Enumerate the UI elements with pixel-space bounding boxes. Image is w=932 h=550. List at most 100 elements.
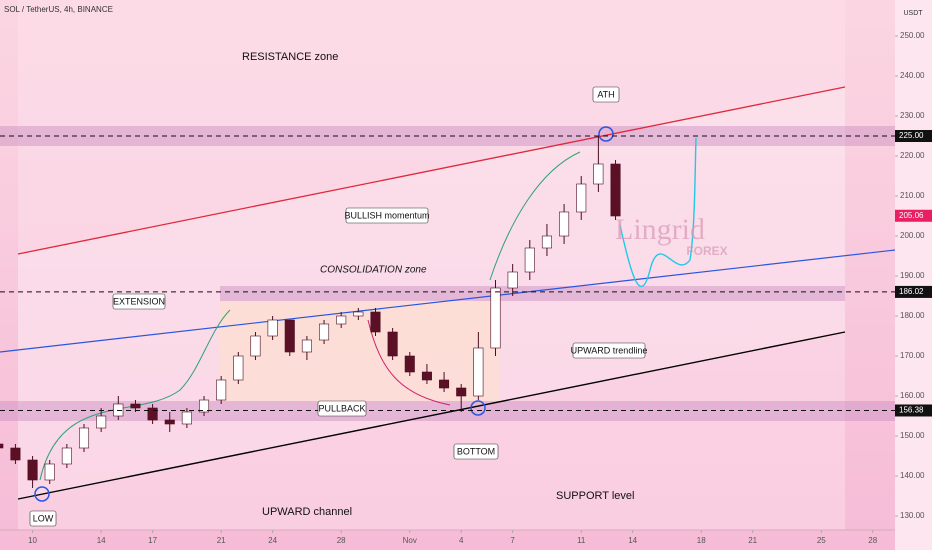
y-tick-label: 250.00 (900, 31, 925, 40)
circle (470, 400, 486, 416)
x-tick-label: 18 (697, 536, 706, 545)
candle-body (96, 415, 107, 429)
candle-body (319, 323, 330, 341)
candle-body (199, 399, 210, 413)
label-box (112, 293, 166, 310)
price-axis (895, 0, 932, 550)
resistance-line (17, 86, 846, 255)
candle-body (267, 319, 278, 337)
consolidation-band (220, 286, 845, 301)
y-tick-label: 160.00 (900, 391, 925, 400)
level-label: 186.02 (899, 287, 924, 296)
candle-body (27, 459, 38, 481)
x-tick-label: 4 (459, 536, 464, 545)
resistance-band (0, 126, 895, 146)
consolidation-box (220, 301, 500, 401)
level-label: 225.00 (899, 131, 924, 140)
candle-body (250, 335, 261, 357)
zone-area (18, 0, 845, 530)
candle-body (61, 447, 72, 465)
x-tick-label: 14 (628, 536, 637, 545)
x-tick-label: 25 (817, 536, 826, 545)
x-tick-label: Nov (403, 536, 417, 545)
trendline (0, 249, 896, 353)
label-box (317, 400, 367, 417)
candle-body (370, 311, 381, 333)
candle-body (610, 163, 621, 217)
candle-body (576, 183, 587, 213)
candle-body (490, 287, 501, 349)
y-tick-label: 140.00 (900, 471, 925, 480)
label-box (592, 86, 620, 103)
candle-body (439, 379, 450, 389)
candle-body (130, 403, 141, 409)
current-price-tag (895, 209, 932, 222)
candle-body (10, 447, 21, 461)
arrow (367, 319, 451, 406)
annotation: EXTENSION (113, 296, 165, 306)
level-tag (895, 404, 932, 417)
candle-body (0, 443, 4, 449)
annotation: BULLISH momentum (344, 210, 429, 220)
candle-body (353, 311, 364, 317)
x-tick-label: 21 (748, 536, 757, 545)
watermark: Lingrid (615, 213, 705, 246)
candle-body (593, 163, 604, 185)
annotation: UPWARD trendline (571, 345, 648, 355)
candle-body (336, 315, 347, 325)
candle-body (387, 331, 398, 357)
candle-body (507, 271, 518, 289)
candle-body (559, 211, 570, 237)
x-tick-label: 14 (97, 536, 106, 545)
x-tick-label: 24 (268, 536, 277, 545)
candle-body (473, 347, 484, 397)
level-label: 156.38 (899, 406, 924, 415)
x-tick-label: 28 (868, 536, 877, 545)
projection (619, 137, 697, 287)
watermark-sub: FOREX (686, 244, 727, 258)
x-tick-label: 28 (337, 536, 346, 545)
arrow (489, 151, 581, 281)
current-price-label: 205.06 (899, 211, 924, 220)
candle-body (164, 419, 175, 425)
y-tick-label: 180.00 (900, 311, 925, 320)
x-tick-label: 17 (148, 536, 157, 545)
y-tick-label: 150.00 (900, 431, 925, 440)
y-tick-label: 220.00 (900, 151, 925, 160)
support-band (0, 401, 895, 421)
level-tag (895, 130, 932, 142)
x-tick-label: 11 (577, 536, 586, 545)
level-tag (895, 285, 932, 298)
y-tick-label: 130.00 (900, 511, 925, 520)
candle-body (147, 407, 158, 421)
arrow (39, 309, 231, 481)
candle-body (181, 411, 192, 425)
y-tick-label: 210.00 (900, 191, 925, 200)
y-tick-label: 170.00 (900, 351, 925, 360)
candles (0, 136, 621, 488)
x-tick-label: 21 (217, 536, 226, 545)
y-tick-label: 200.00 (900, 231, 925, 240)
y-tick-label: 230.00 (900, 111, 925, 120)
symbol: SOL / TetherUS, 4h, BINANCE (4, 5, 113, 14)
candle-body (456, 387, 467, 397)
candle-body (524, 247, 535, 273)
annotation: RESISTANCE zone (242, 51, 338, 63)
x-tick-label: 7 (510, 536, 515, 545)
annotation: SUPPORT level (556, 490, 634, 502)
annotation: CONSOLIDATION zone (320, 265, 427, 276)
annotation: PULLBACK (318, 403, 365, 413)
annotation: ATH (597, 89, 614, 99)
circle (598, 126, 614, 142)
label-box (453, 443, 499, 460)
annotation: UPWARD channel (262, 506, 352, 518)
candle-body (301, 339, 312, 353)
x-tick-label: 10 (28, 536, 37, 545)
y-tick-label: 190.00 (900, 271, 925, 280)
candle-body (44, 463, 55, 481)
label-box (345, 207, 429, 224)
candle-body (541, 235, 552, 249)
candle-body (216, 379, 227, 401)
circle (34, 486, 50, 502)
